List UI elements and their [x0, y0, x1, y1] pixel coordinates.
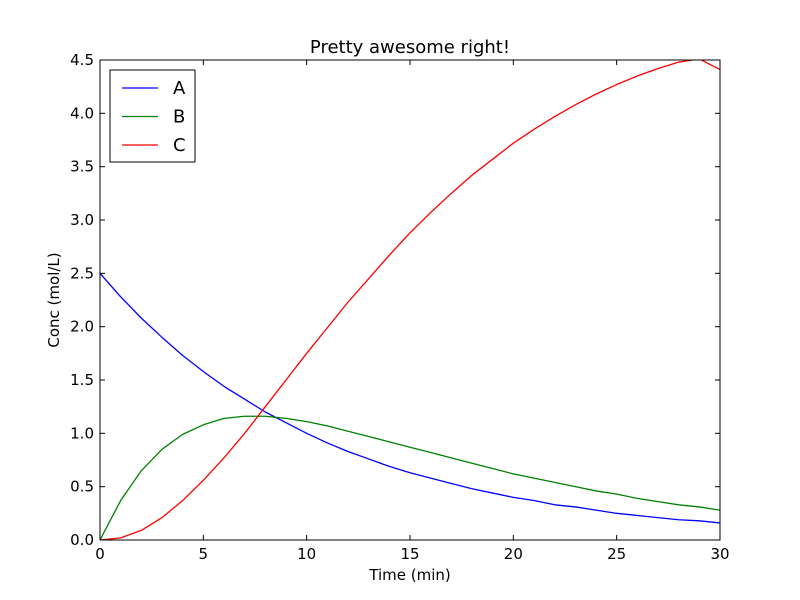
- y-tick-label: 0.0: [70, 531, 94, 549]
- x-tick-label: 15: [400, 545, 419, 563]
- series-group: [100, 60, 720, 540]
- y-tick-label: 1.0: [70, 424, 94, 442]
- y-tick-label: 4.5: [70, 51, 94, 69]
- y-tick-label: 1.5: [70, 371, 94, 389]
- x-tick-label: 10: [297, 545, 316, 563]
- series-line-b: [100, 415, 720, 540]
- y-axis-ticks: 0.0 0.5 1.0 1.5 2.0 2.5 3.0 3.5 4.0 4.5: [70, 51, 720, 549]
- y-tick-label: 3.5: [70, 158, 94, 176]
- chart-title: Pretty awesome right!: [310, 37, 510, 58]
- plot-area: 0 5 10 15 20 25 30 0.0 0.5 1.0 1.5 2.0 2.5 3.0 3.5 4.0…: [70, 51, 729, 563]
- y-tick-label: 2.5: [70, 264, 94, 282]
- legend: ABC: [109, 69, 196, 163]
- x-tick-label: 30: [710, 545, 729, 563]
- x-tick-label: 20: [504, 545, 523, 563]
- y-tick-label: 3.0: [70, 211, 94, 229]
- y-axis-label: Conc (mol/L): [45, 252, 63, 347]
- y-tick-label: 0.5: [70, 478, 94, 496]
- x-axis-label: Time (min): [368, 566, 450, 584]
- legend-label-b: B: [173, 107, 185, 128]
- x-axis-ticks: 0 5 10 15 20 25 30: [95, 60, 730, 563]
- y-tick-label: 4.0: [70, 104, 94, 122]
- series-line-a: [100, 272, 720, 524]
- x-tick-label: 25: [607, 545, 626, 563]
- legend-label-a: A: [173, 78, 186, 99]
- series-line-c: [100, 60, 720, 540]
- legend-label-c: C: [173, 135, 186, 156]
- x-tick-label: 0: [95, 545, 105, 563]
- y-tick-label: 2.0: [70, 318, 94, 336]
- x-tick-label: 5: [199, 545, 209, 563]
